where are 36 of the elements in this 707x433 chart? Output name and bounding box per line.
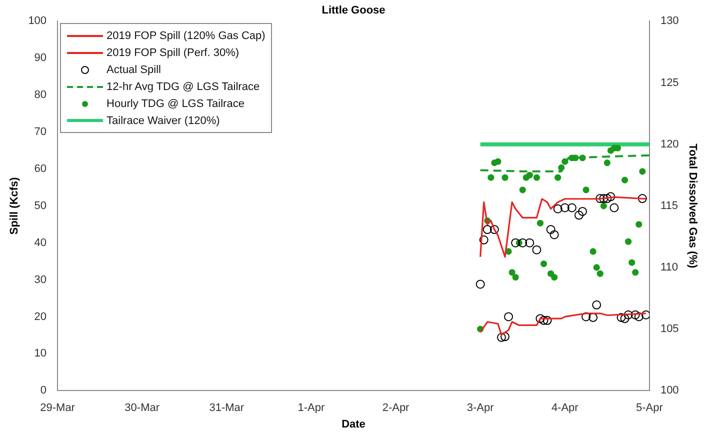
chart-title: Little Goose bbox=[322, 4, 386, 17]
x-tick-label: 29-Mar bbox=[40, 402, 76, 414]
y2-tick-label: 130 bbox=[660, 15, 679, 28]
y-tick-label: 10 bbox=[34, 348, 47, 360]
y-tick-label: 90 bbox=[34, 52, 47, 64]
y-tick-label: 20 bbox=[34, 310, 47, 323]
y-tick-label: 0 bbox=[40, 384, 47, 397]
y-tick-label: 70 bbox=[34, 126, 47, 138]
y2-tick-label: 125 bbox=[660, 76, 679, 89]
x-tick-label: 30-Mar bbox=[124, 402, 160, 414]
y2-axis-title: Total Dissolved Gas (%) bbox=[686, 144, 698, 268]
x-tick-label: 31-Mar bbox=[209, 402, 244, 414]
legend-label: 2019 FOP Spill (Perf. 30%) bbox=[106, 46, 240, 59]
y-tick-label: 40 bbox=[34, 236, 47, 249]
y-tick-label: 100 bbox=[28, 15, 47, 28]
x-tick-label: 1-Apr bbox=[298, 402, 326, 414]
legend-label: 2019 FOP Spill (120% Gas Cap) bbox=[106, 30, 266, 42]
y-tick-label: 80 bbox=[34, 89, 47, 102]
legend-label: Tailrace Waiver (120%) bbox=[106, 114, 220, 127]
x-tick-label: 5-Apr bbox=[636, 402, 664, 414]
legend-label: 12-hr Avg TDG @ LGS Tailrace bbox=[106, 80, 260, 93]
legend-label: Hourly TDG @ LGS Tailrace bbox=[106, 98, 244, 110]
y2-tick-label: 115 bbox=[660, 200, 678, 212]
y2-tick-label: 100 bbox=[660, 384, 679, 397]
y-tick-label: 30 bbox=[34, 274, 47, 286]
y2-tick-label: 110 bbox=[660, 262, 678, 274]
y-axis-title: Spill (Kcfs) bbox=[8, 176, 21, 235]
legend-label: Actual Spill bbox=[106, 64, 161, 76]
x-tick-label: 4-Apr bbox=[551, 402, 579, 414]
x-axis-title: Date bbox=[342, 418, 366, 430]
y2-tick-label: 105 bbox=[660, 323, 679, 336]
x-tick-label: 3-Apr bbox=[466, 402, 494, 414]
y-tick-label: 50 bbox=[34, 200, 47, 212]
y2-tick-label: 120 bbox=[660, 138, 679, 150]
y-tick-label: 60 bbox=[34, 162, 47, 175]
x-tick-label: 2-Apr bbox=[382, 402, 410, 414]
